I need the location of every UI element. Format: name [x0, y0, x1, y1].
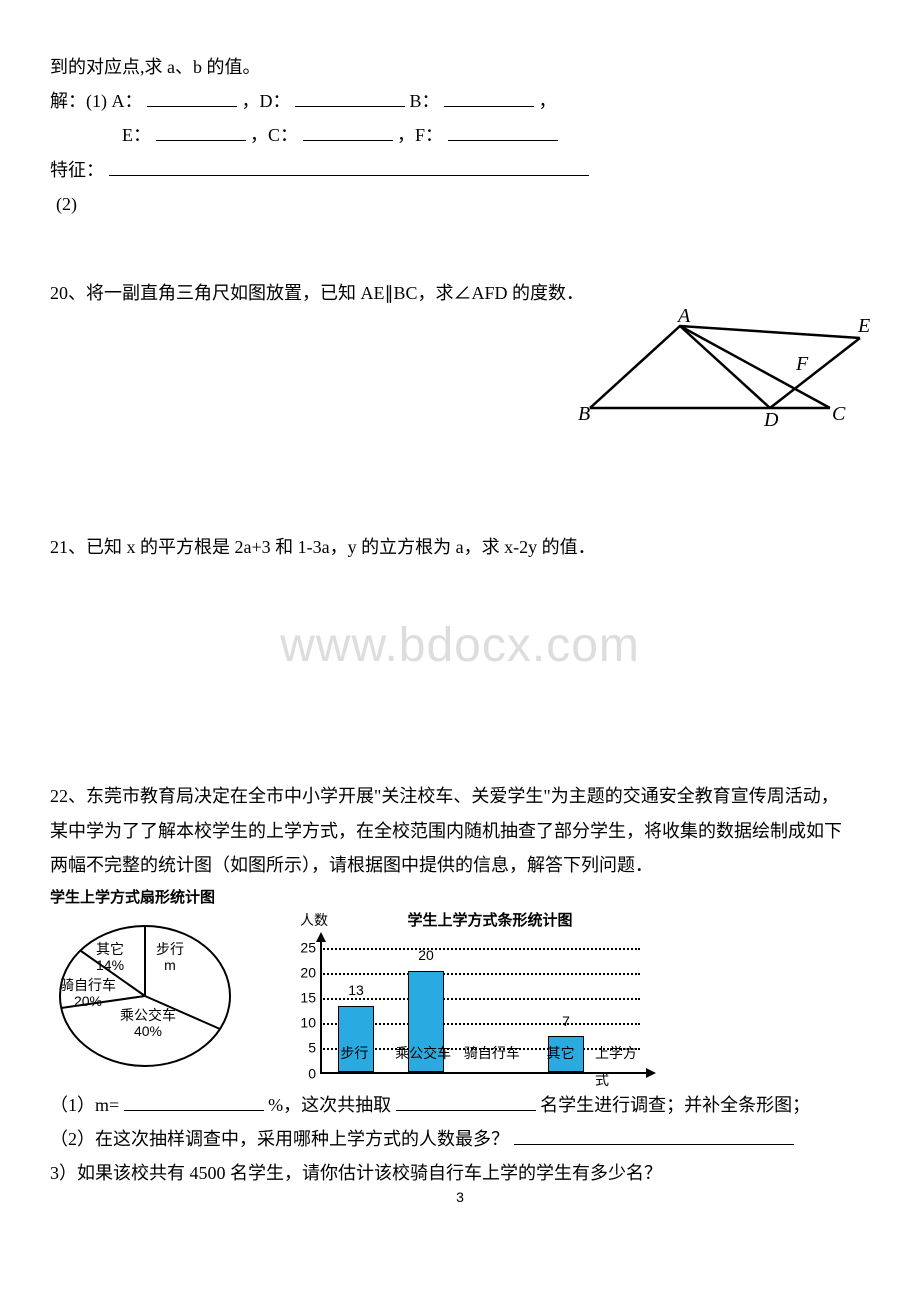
q20-figure: A B C D E F — [570, 308, 870, 439]
q22-block: 22、东莞市教育局决定在全市中小学开展"关注校车、关爱学生"为主题的交通安全教育… — [50, 779, 875, 1190]
blank-feature[interactable] — [109, 157, 589, 176]
page-number: 3 — [0, 1184, 920, 1211]
blank-D[interactable] — [295, 88, 405, 107]
x-label: 骑自行车 — [458, 1040, 527, 1093]
pie-lab-walk-t: 步行 — [156, 941, 184, 957]
pie-lab-walk: 步行 m — [156, 942, 184, 973]
line-DE — [770, 338, 860, 408]
y-tick-label: 5 — [290, 1035, 316, 1062]
pie-lab-walk-b: m — [164, 957, 176, 973]
pie-lab-bus-t: 乘公交车 — [120, 1007, 176, 1023]
bar-chart-area: 051015202513207步行乘公交车骑自行车其它上学方式 — [290, 938, 650, 1088]
bar-value-label: 7 — [536, 1008, 596, 1035]
q19-block: 到的对应点,求 a、b 的值。 解：(1) A： ，D： B： ， E： ，C：… — [50, 50, 875, 221]
q19-F-label: ，F： — [397, 125, 443, 145]
q19-E-label: E： — [122, 125, 151, 145]
pie-lab-other-t: 其它 — [96, 941, 124, 957]
q22-sub1-b: %，这次共抽取 — [268, 1095, 391, 1115]
x-label: 步行 — [320, 1040, 389, 1093]
pie-lab-bus-b: 40% — [134, 1023, 162, 1039]
pie-lab-other-b: 14% — [96, 957, 124, 973]
q19-line1: 到的对应点,求 a、b 的值。 — [50, 50, 875, 84]
pie-lab-bike-b: 20% — [74, 993, 102, 1009]
y-tick-label: 25 — [290, 934, 316, 961]
q22-figures: 学生上学方式扇形统计图 其它 — [50, 884, 875, 1088]
q21-text: 21、已知 x 的平方根是 2a+3 和 1-3a，y 的立方根为 a，求 x-… — [50, 530, 875, 564]
y-tick-label: 10 — [290, 1010, 316, 1037]
pt-A: A — [676, 308, 691, 327]
q19-feature-line: 特征： — [50, 153, 875, 187]
blank-A[interactable] — [147, 88, 237, 107]
blank-E[interactable] — [156, 122, 246, 141]
blank-m-value[interactable] — [124, 1092, 264, 1111]
pie-svg-wrap: 其它 14% 步行 m 乘公交车 40% 骑自行车 20% — [50, 916, 270, 1087]
q20-block: 20、将一副直角三角尺如图放置，已知 AE∥BC，求∠AFD 的度数． — [50, 276, 875, 310]
q22-p2: 某中学为了了解本校学生的上学方式，在全校范围内随机抽查了部分学生，将收集的数据绘… — [50, 814, 875, 848]
y-tick-label: 20 — [290, 959, 316, 986]
pie-chart: 学生上学方式扇形统计图 其它 — [50, 884, 270, 1088]
x-labels-row: 步行乘公交车骑自行车其它上学方式 — [320, 1040, 650, 1093]
watermark: www.bdocx.com — [0, 600, 920, 691]
bar-value-label: 13 — [326, 977, 386, 1004]
blank-most-mode[interactable] — [514, 1126, 794, 1145]
pie-lab-bike: 骑自行车 20% — [60, 978, 116, 1009]
q22-p3: 两幅不完整的统计图（如图所示），请根据图中提供的信息，解答下列问题． — [50, 848, 875, 882]
q19-solve-label: 解：(1) A： — [50, 91, 143, 111]
x-label: 其它 — [526, 1040, 595, 1093]
bar-title: 学生上学方式条形统计图 — [310, 907, 670, 936]
q19-solve-line1: 解：(1) A： ，D： B： ， — [50, 84, 875, 118]
x-label: 乘公交车 — [389, 1040, 458, 1093]
blank-C[interactable] — [303, 122, 393, 141]
blank-B[interactable] — [444, 88, 534, 107]
x-axis-title: 上学方式 — [595, 1040, 650, 1093]
pie-lab-bus: 乘公交车 40% — [120, 1008, 176, 1039]
q22-sub2: （2）在这次抽样调查中，采用哪种上学方式的人数最多？ — [50, 1122, 875, 1156]
q19-feature-label: 特征： — [50, 160, 104, 180]
blank-total-students[interactable] — [396, 1092, 536, 1111]
q19-solve-line2: E： ，C： ，F： — [50, 118, 875, 152]
pt-E: E — [857, 315, 870, 337]
q19-part2: (2) — [56, 187, 875, 221]
q21-block: 21、已知 x 的平方根是 2a+3 和 1-3a，y 的立方根为 a，求 x-… — [50, 530, 875, 564]
bar-chart: 学生上学方式条形统计图 人数 051015202513207步行乘公交车骑自行车… — [270, 907, 670, 1088]
gridline — [320, 948, 640, 950]
q19-D-label: ，D： — [242, 91, 291, 111]
gridline — [320, 973, 640, 975]
q19-C-label: ，C： — [250, 125, 298, 145]
q22-sub1-c: 名学生进行调查；并补全条形图； — [540, 1095, 810, 1115]
q22-sub2-a: （2）在这次抽样调查中，采用哪种上学方式的人数最多？ — [50, 1129, 509, 1149]
pt-B: B — [578, 403, 590, 425]
pie-lab-bike-t: 骑自行车 — [60, 977, 116, 993]
q19-B-label: B： — [410, 91, 440, 111]
pt-C: C — [832, 403, 846, 425]
y-axis-arrow-icon — [316, 932, 326, 942]
q20-text: 20、将一副直角三角尺如图放置，已知 AE∥BC，求∠AFD 的度数． — [50, 276, 875, 310]
bar-value-label: 20 — [396, 942, 456, 969]
bar-ylabel: 人数 — [300, 907, 328, 934]
q22-p1: 22、东莞市教育局决定在全市中小学开展"关注校车、关爱学生"为主题的交通安全教育… — [50, 779, 875, 813]
pie-lab-other: 其它 14% — [96, 942, 124, 973]
triangle-svg: A B C D E F — [570, 308, 870, 428]
q19-comma1: ， — [539, 91, 557, 111]
pt-D: D — [763, 409, 779, 428]
blank-F[interactable] — [448, 122, 558, 141]
q22-sub1-a: （1）m= — [50, 1095, 119, 1115]
y-tick-label: 15 — [290, 985, 316, 1012]
pie-title: 学生上学方式扇形统计图 — [50, 884, 270, 913]
y-tick-label: 0 — [290, 1060, 316, 1087]
pt-F: F — [795, 353, 809, 375]
